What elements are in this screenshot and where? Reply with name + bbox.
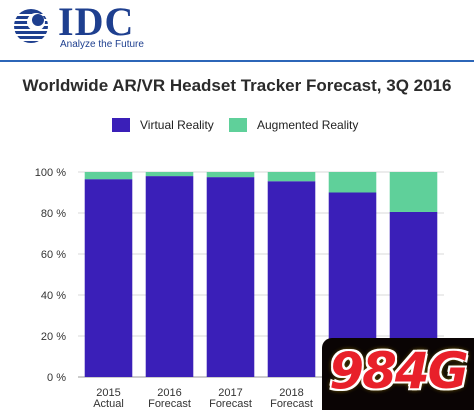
chart-title: Worldwide AR/VR Headset Tracker Forecast…	[22, 76, 452, 95]
idc-logo-text: IDC	[58, 0, 135, 44]
y-tick-label: 0 %	[47, 372, 66, 384]
y-tick-label: 80 %	[41, 208, 66, 220]
bar-augmented-reality	[267, 172, 316, 182]
idc-tagline: Analyze the Future	[60, 39, 144, 50]
x-tick-label: 2017	[218, 387, 242, 399]
x-tick-label: 2016	[157, 387, 181, 399]
x-tick-label: Forecast	[209, 398, 252, 410]
watermark-badge: 984G	[322, 338, 474, 410]
y-tick-label: 20 %	[41, 331, 66, 343]
bar-augmented-reality	[328, 172, 377, 193]
bar-augmented-reality	[389, 172, 438, 212]
x-tick-label: 2018	[279, 387, 303, 399]
x-tick-label: Actual	[93, 398, 124, 410]
bar-virtual-reality	[145, 176, 194, 377]
idc-globe-icon	[10, 9, 52, 43]
chart-legend: Virtual Reality Augmented Reality	[0, 118, 474, 138]
bar-augmented-reality	[145, 172, 194, 177]
idc-header: IDC Analyze the Future	[0, 0, 474, 60]
y-tick-label: 60 %	[41, 249, 66, 261]
x-tick-label: Forecast	[270, 398, 313, 410]
y-tick-label: 100 %	[35, 167, 66, 179]
header-divider	[0, 60, 474, 62]
legend-item-ar: Augmented Reality	[229, 118, 358, 132]
legend-label-ar: Augmented Reality	[257, 118, 359, 132]
bar-virtual-reality	[267, 181, 316, 377]
legend-swatch-vr	[112, 118, 130, 132]
x-tick-label: Forecast	[148, 398, 191, 410]
y-tick-label: 40 %	[41, 290, 66, 302]
legend-item-vr: Virtual Reality	[112, 118, 214, 132]
bar-augmented-reality	[206, 172, 255, 178]
bar-virtual-reality	[206, 177, 255, 377]
watermark-text: 984G	[329, 342, 468, 400]
bar-augmented-reality	[84, 172, 133, 180]
legend-swatch-ar	[229, 118, 247, 132]
x-tick-label: 2015	[96, 387, 120, 399]
bar-virtual-reality	[84, 179, 133, 377]
legend-label-vr: Virtual Reality	[140, 118, 214, 132]
